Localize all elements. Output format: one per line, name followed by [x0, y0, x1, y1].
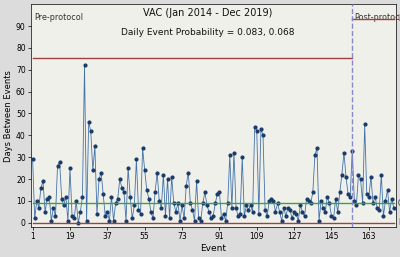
- Text: CL=8.9: CL=8.9: [398, 199, 400, 208]
- Text: LCL=0: LCL=0: [398, 218, 400, 227]
- Text: Pre-protocol: Pre-protocol: [35, 13, 84, 22]
- Text: Post-protocol: Post-protocol: [354, 13, 400, 22]
- Y-axis label: Days Between Events: Days Between Events: [4, 70, 13, 162]
- Text: UCL=93.3: UCL=93.3: [398, 14, 400, 23]
- X-axis label: Event: Event: [200, 244, 226, 253]
- Text: VAC (Jan 2014 - Dec 2019): VAC (Jan 2014 - Dec 2019): [143, 8, 273, 18]
- Text: Daily Event Probability = 0.083, 0.068: Daily Event Probability = 0.083, 0.068: [121, 28, 295, 37]
